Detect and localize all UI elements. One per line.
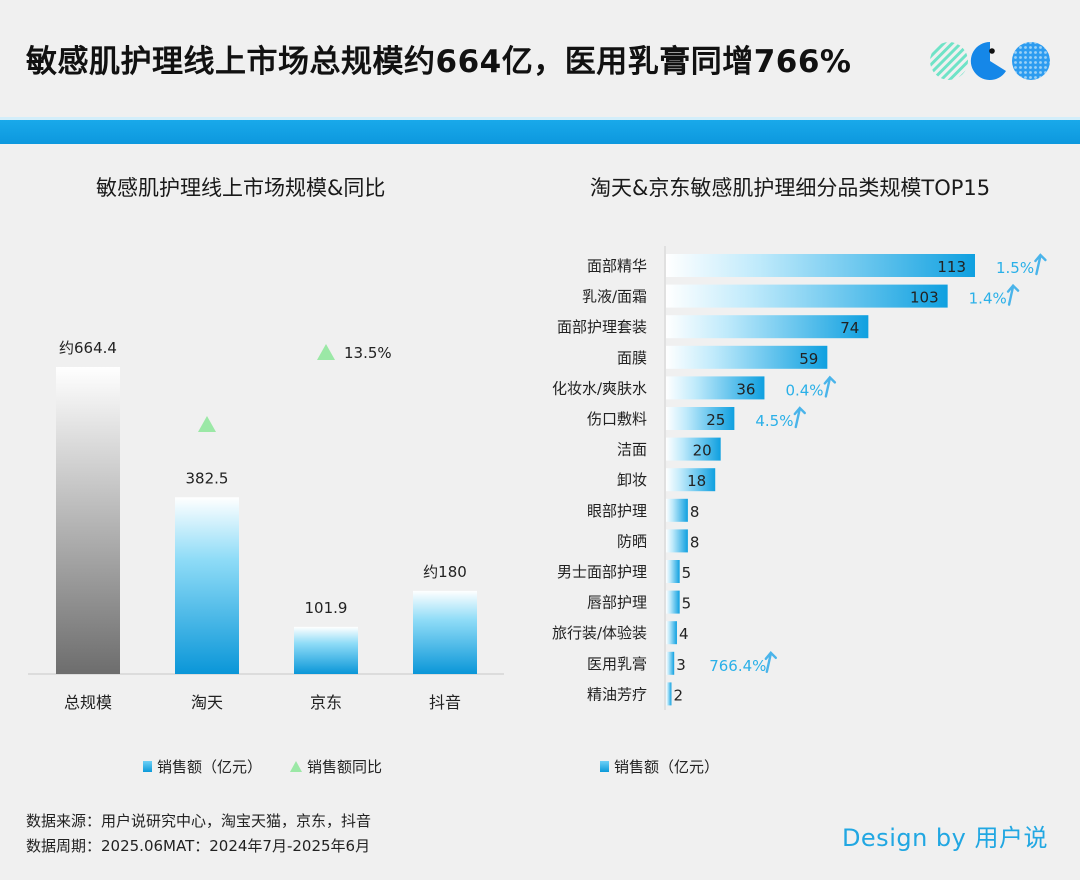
data-period-note: 数据周期：2025.06MAT：2024年7月-2025年6月 [26,837,371,855]
legend-bar-swatch [143,761,152,772]
page-title: 敏感肌护理线上市场总规模约664亿，医用乳膏同增766% [26,44,852,80]
hbar-value-label: 8 [690,503,700,521]
hbar-value-label: 25 [706,411,725,429]
x-tick-label: 京东 [310,693,342,712]
x-tick-label: 淘天 [191,693,223,712]
legend-bar-label: 销售额（亿元） [614,758,720,776]
hbar-男士面部护理 [666,560,680,583]
hbar-value-label: 113 [937,258,966,276]
category-top15-bar-chart: 面部精华 113 1.5% 乳液/面霜 103 1.4% 面部护理套装 74 面膜 59 化妆水/爽… [552,246,1047,710]
growth-arrow-icon [823,375,837,398]
category-label: 化妆水/爽肤水 [552,379,647,397]
category-label: 面部精华 [587,257,647,275]
category-label: 医用乳膏 [587,655,647,673]
category-label: 卸妆 [617,471,647,489]
hbar-面膜 [666,345,828,369]
hbar-防晒 [666,529,688,553]
growth-triangle-icon [198,416,216,432]
category-label: 乳液/面霜 [582,288,647,306]
hbar-value-label: 2 [673,686,683,704]
bar-value-label: 382.5 [186,469,229,487]
logo-eye [989,48,995,54]
bar-总规模 [56,367,120,674]
left-chart-title: 敏感肌护理线上市场规模&同比 [96,176,386,200]
hbar-乳液/面霜 [666,284,948,308]
logo-pacman-shape [970,41,1006,80]
hbar-value-label: 8 [690,533,700,551]
hbar-value-label: 103 [910,289,939,307]
bar-value-label: 约180 [423,563,467,581]
category-label: 眼部护理 [587,502,647,520]
category-label: 唇部护理 [587,594,647,612]
hbar-value-label: 5 [682,595,692,613]
x-tick-label: 总规模 [64,693,112,712]
growth-label: 1.4% [969,290,1007,308]
hbar-value-label: 18 [687,472,706,490]
growth-arrow-icon [1034,253,1047,276]
header-divider-band [0,117,1080,144]
legend-growth-label: 销售额同比 [307,758,383,776]
legend-growth-triangle-icon [290,761,303,772]
right-chart-title: 淘天&京东敏感肌护理细分品类规模TOP15 [590,176,991,200]
bar-抖音 [413,590,477,674]
category-label: 面部护理套装 [557,318,647,336]
hbar-value-label: 20 [693,442,712,460]
hbar-value-label: 74 [840,319,859,337]
market-size-bar-chart: 约664.4 总规模 382.5 淘天 101.9 京东 约180 抖音 13.5% [28,339,504,712]
hbar-value-label: 3 [676,656,686,674]
growth-label: 4.5% [755,412,793,430]
category-label: 防晒 [617,532,647,550]
hbar-伤口敷料 [666,407,735,430]
hbar-旅行装/体验装 [666,621,677,645]
data-source-note: 数据来源：用户说研究中心，淘宝天猫，京东，抖音 [26,812,372,830]
growth-label: 0.4% [785,381,823,399]
growth-triangle-icon [317,344,335,360]
logo-stripe-circle [930,42,968,80]
bar-淘天 [175,497,239,674]
hbar-面部护理套装 [666,315,869,339]
growth-arrow-icon [793,406,806,429]
legend-bar-swatch [600,761,609,772]
hbar-化妆水/爽肤水 [666,376,765,400]
hbar-医用乳膏 [666,651,675,675]
hbar-value-label: 5 [682,564,692,582]
growth-arrow-icon [1006,283,1020,306]
hbar-value-label: 59 [799,350,818,368]
legend-bar-label: 销售额（亿元） [157,758,263,776]
category-label: 洁面 [617,441,647,459]
right-legend: 销售额（亿元） [600,756,719,777]
brand-logo [930,41,1050,80]
hbar-value-label: 4 [679,625,689,643]
category-label: 伤口敷料 [587,410,647,428]
hbar-value-label: 36 [736,380,755,398]
category-label: 男士面部护理 [557,563,647,581]
category-label: 精油芳疗 [587,685,647,703]
hbar-卸妆 [666,468,716,492]
x-tick-label: 抖音 [429,693,461,712]
growth-label: 13.5% [344,344,392,362]
growth-label: 766.4% [709,657,766,675]
left-legend: 销售额（亿元） 销售额同比 [143,756,382,777]
hbar-精油芳疗 [666,682,672,706]
bar-京东 [294,626,358,674]
growth-arrow-icon [764,651,778,673]
hbar-洁面 [666,437,721,461]
hbar-面部精华 [666,254,975,277]
hbar-唇部护理 [666,590,680,614]
bar-value-label: 101.9 [305,599,348,617]
brand-signature: Design by 用户说 [841,824,1048,852]
growth-label: 1.5% [996,259,1034,277]
bar-value-label: 约664.4 [59,339,117,357]
category-label: 旅行装/体验装 [552,624,647,642]
hbar-眼部护理 [666,498,688,522]
category-label: 面膜 [617,349,647,367]
